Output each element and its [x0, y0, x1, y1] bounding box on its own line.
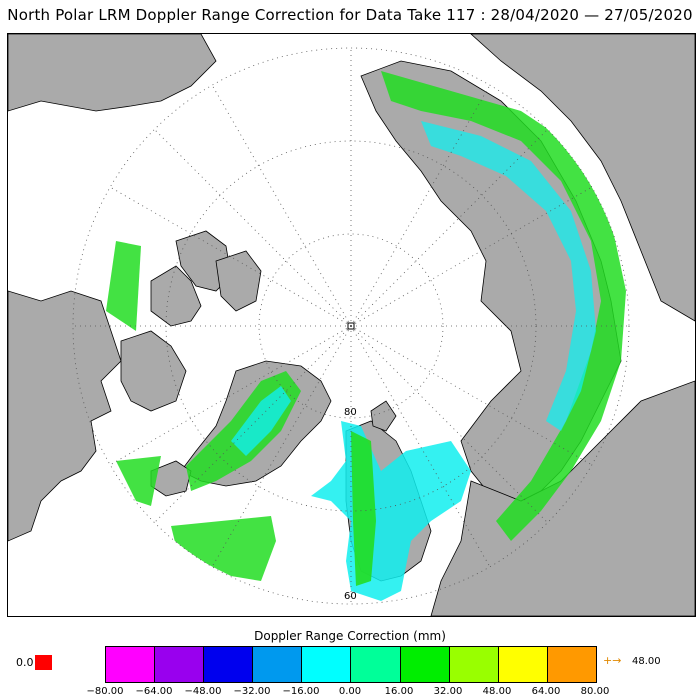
above-range-label: 48.00	[632, 656, 661, 667]
colorbar-tick-label: −16.00	[282, 686, 320, 697]
land-russia-east	[470, 34, 695, 322]
colorbar-segment	[400, 647, 450, 682]
below-range-label: 0.0	[16, 656, 34, 669]
land-baffin	[150, 265, 202, 327]
lat-label-60: 60	[344, 591, 357, 602]
polar-map: 80 60	[7, 33, 696, 617]
track-swath-atlantic	[171, 516, 276, 581]
colorbar-tick-label: 48.00	[482, 686, 512, 697]
track-swath-scandinavia-green	[351, 431, 376, 586]
track-swath-canada	[106, 241, 141, 331]
track-swath-hudson	[116, 456, 161, 506]
colorbar-tick-label: 16.00	[384, 686, 414, 697]
land-ellesmere	[215, 250, 262, 312]
land-svalbard	[370, 400, 397, 432]
lat-label-80: 80	[344, 407, 357, 418]
colorbar	[105, 646, 597, 683]
colorbar-segment	[351, 647, 401, 682]
colorbar-segment	[106, 647, 156, 682]
colorbar-tick-label: 0.00	[338, 686, 362, 697]
colorbar-tick-label: −32.00	[233, 686, 271, 697]
legend-title: Doppler Range Correction (mm)	[254, 629, 446, 643]
above-range-arrow: +→	[603, 654, 622, 667]
pole-marker	[347, 322, 355, 330]
track-swath-siberia-cyan	[421, 121, 596, 431]
colorbar-tick-label: −48.00	[184, 686, 222, 697]
colorbar-segment	[302, 647, 352, 682]
colorbar-segment	[253, 647, 303, 682]
colorbar-tick-label: 64.00	[531, 686, 561, 697]
land-canada-west	[8, 290, 122, 542]
colorbar-tick-label: 32.00	[433, 686, 463, 697]
below-range-swatch	[35, 655, 52, 670]
colorbar-tick-label: 80.00	[580, 686, 610, 697]
land-north-america	[8, 34, 217, 112]
track-swath-greenland-cyan	[231, 386, 291, 456]
colorbar-tick-label: −80.00	[86, 686, 124, 697]
colorbar-segment	[547, 647, 596, 682]
colorbar-segment	[498, 647, 548, 682]
map-title: North Polar LRM Doppler Range Correction…	[7, 6, 693, 24]
colorbar-segment	[204, 647, 254, 682]
colorbar-tick-label: −64.00	[135, 686, 173, 697]
land-hudson-region	[120, 330, 187, 412]
graticule	[72, 47, 630, 605]
colorbar-segment	[449, 647, 499, 682]
colorbar-segment	[155, 647, 205, 682]
polar-map-svg: 80 60	[8, 34, 695, 616]
